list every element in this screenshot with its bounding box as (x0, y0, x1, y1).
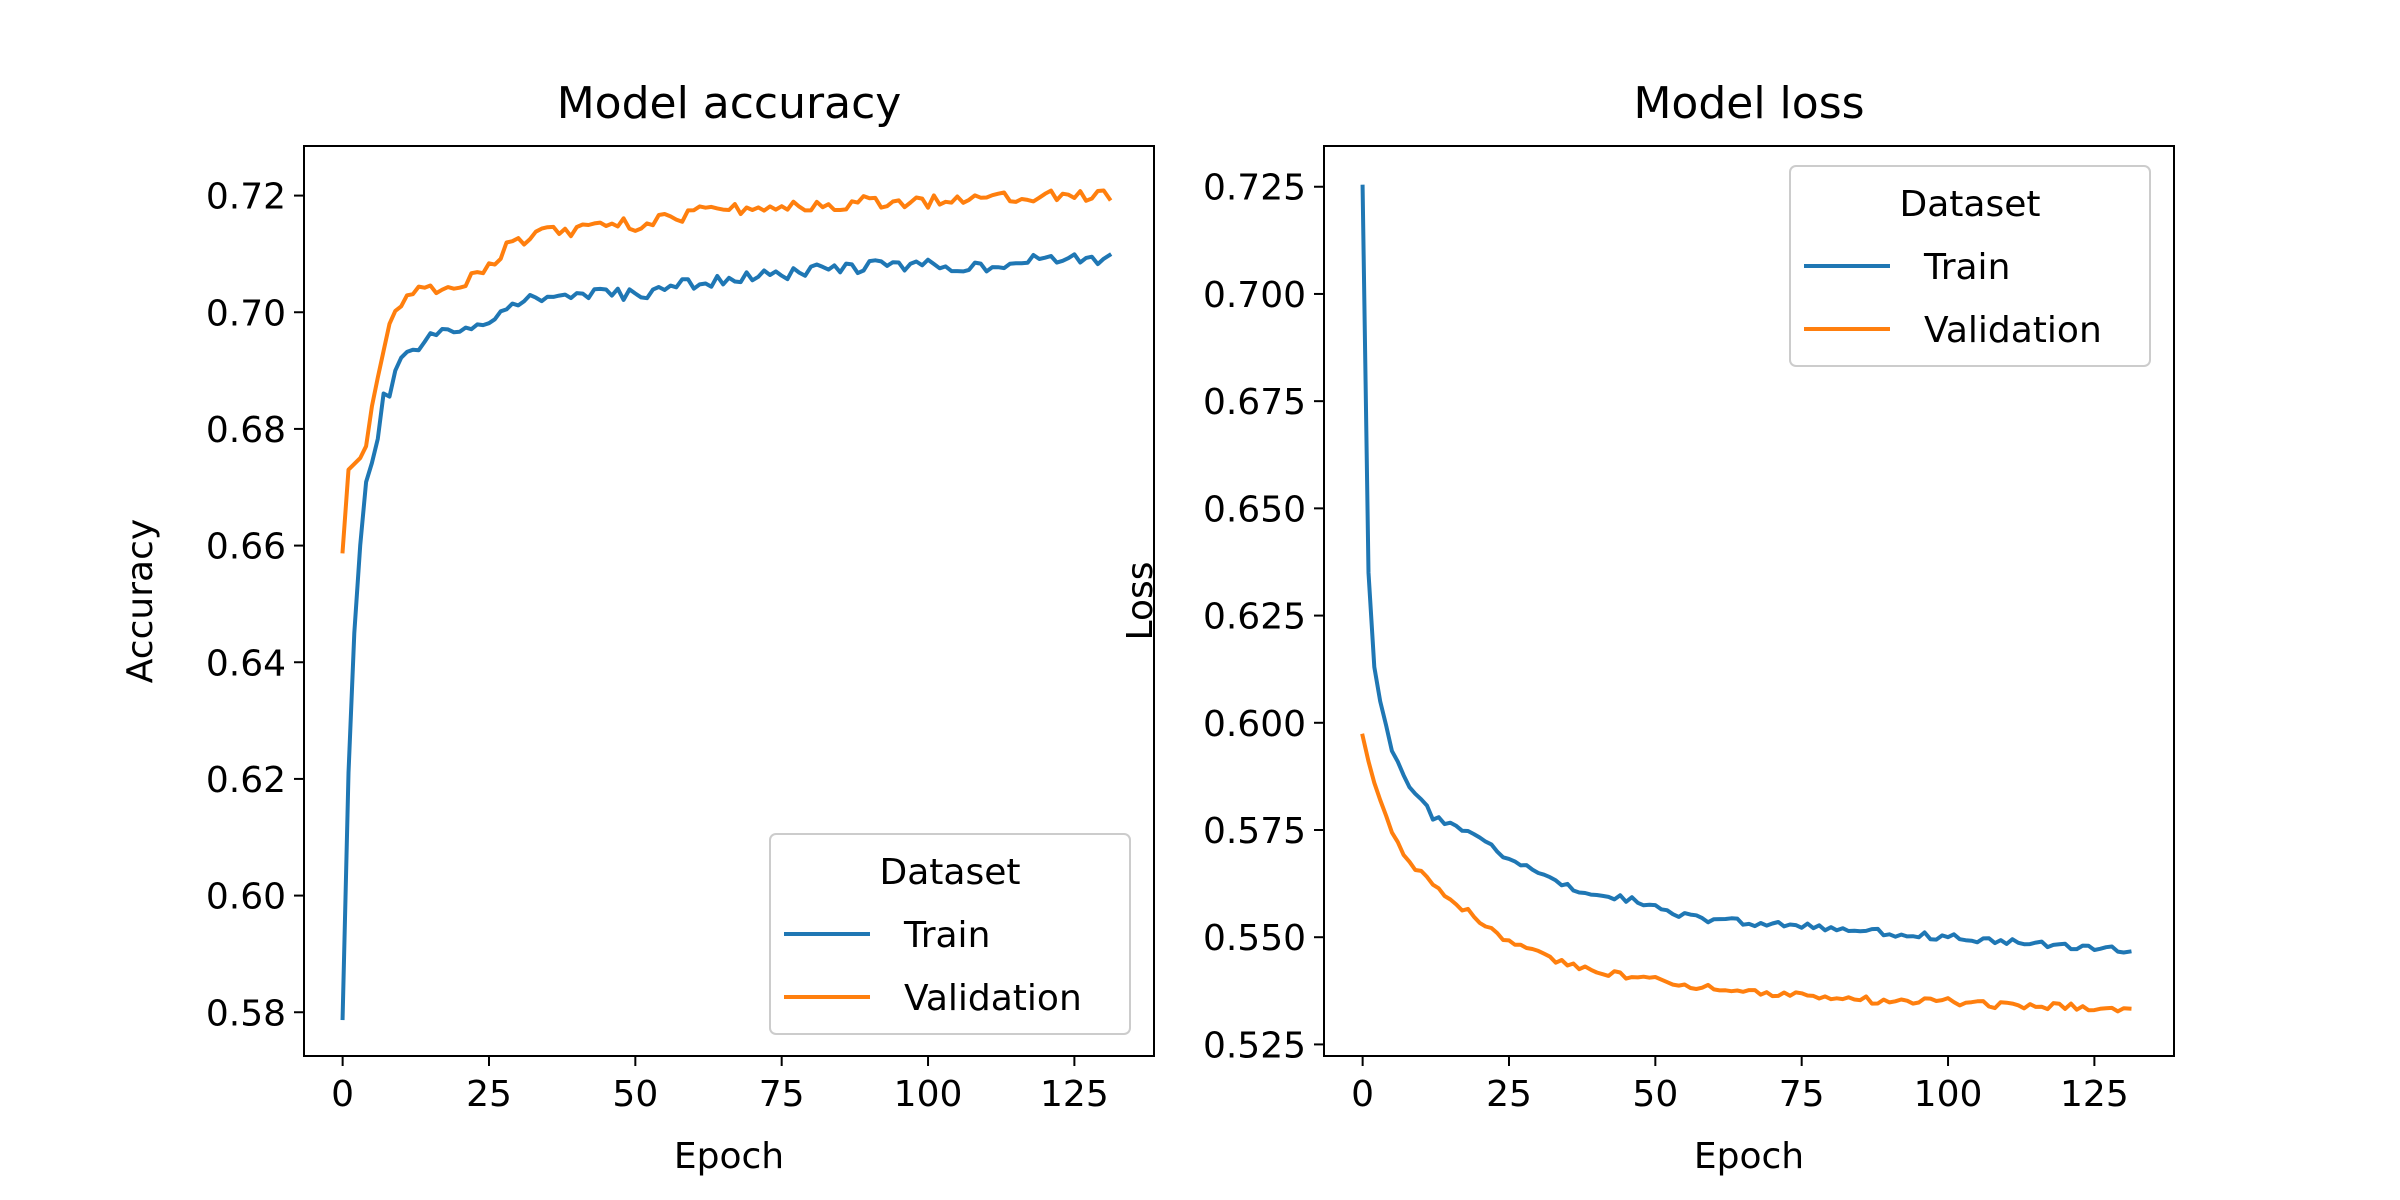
y-tick-label: 0.70 (206, 293, 286, 334)
loss-chart: 0 25 50 75 100 125 0.525 0.550 0.575 0.600 0.625 0.… (1120, 78, 2175, 1177)
y-tick-label: 0.72 (206, 177, 286, 218)
series-line-validation (340, 188, 1113, 554)
y-axis-label: Accuracy (120, 519, 161, 683)
x-tick-label: 100 (1914, 1074, 1983, 1115)
y-tick-label: 0.60 (206, 877, 286, 918)
x-tick-label: 125 (2060, 1074, 2129, 1115)
x-tick-label: 100 (894, 1074, 963, 1115)
y-tick-label: 0.66 (206, 527, 286, 568)
y-tick-label: 0.625 (1203, 597, 1306, 638)
x-tick-label: 25 (1486, 1074, 1532, 1115)
y-tick-label: 0.62 (206, 760, 286, 801)
accuracy-chart: 0 25 50 75 100 125 0.58 0.60 0.62 0.64 0.66 0.68 0.7… (120, 78, 1155, 1177)
chart-title: Model accuracy (557, 78, 902, 129)
y-tick-label: 0.675 (1203, 382, 1306, 423)
x-tick-label: 75 (1779, 1074, 1825, 1115)
y-tick-label: 0.650 (1203, 489, 1306, 530)
legend-title: Dataset (1900, 184, 2041, 225)
y-axis-label: Loss (1120, 562, 1161, 641)
legend-label-train: Train (1923, 247, 2010, 288)
legend-title: Dataset (880, 852, 1021, 893)
y-tick-label: 0.700 (1203, 275, 1306, 316)
chart-title: Model loss (1633, 78, 1864, 129)
legend-label-train: Train (903, 915, 990, 956)
axes-frame (1323, 145, 2175, 1057)
x-tick-label: 25 (466, 1074, 512, 1115)
legend-label-validation: Validation (904, 978, 1082, 1019)
series-line-train (340, 252, 1113, 1021)
x-tick-label: 0 (331, 1074, 354, 1115)
x-axis-label: Epoch (1694, 1136, 1804, 1177)
y-tick-label: 0.725 (1203, 168, 1306, 209)
y-tick-label: 0.575 (1203, 811, 1306, 852)
x-tick-label: 125 (1040, 1074, 1109, 1115)
legend: Dataset Train Validation (1789, 165, 2151, 367)
legend: Dataset Train Validation (769, 833, 1131, 1035)
legend-box (1789, 165, 2151, 367)
series-line-validation (1360, 733, 2132, 1014)
x-tick-label: 50 (612, 1074, 658, 1115)
x-tick-label: 0 (1351, 1074, 1374, 1115)
y-tick-label: 0.68 (206, 410, 286, 451)
x-tick-label: 50 (1632, 1074, 1678, 1115)
y-tick-label: 0.64 (206, 643, 286, 684)
y-tick-label: 0.550 (1203, 918, 1306, 959)
axes-frame (303, 145, 1155, 1057)
x-tick-label: 75 (759, 1074, 805, 1115)
legend-label-validation: Validation (1924, 310, 2102, 351)
series-line-train (1360, 184, 2132, 955)
y-tick-label: 0.525 (1203, 1025, 1306, 1066)
legend-box (769, 833, 1131, 1035)
y-tick-label: 0.600 (1203, 704, 1306, 745)
x-axis-label: Epoch (674, 1136, 784, 1177)
y-tick-label: 0.58 (206, 993, 286, 1034)
